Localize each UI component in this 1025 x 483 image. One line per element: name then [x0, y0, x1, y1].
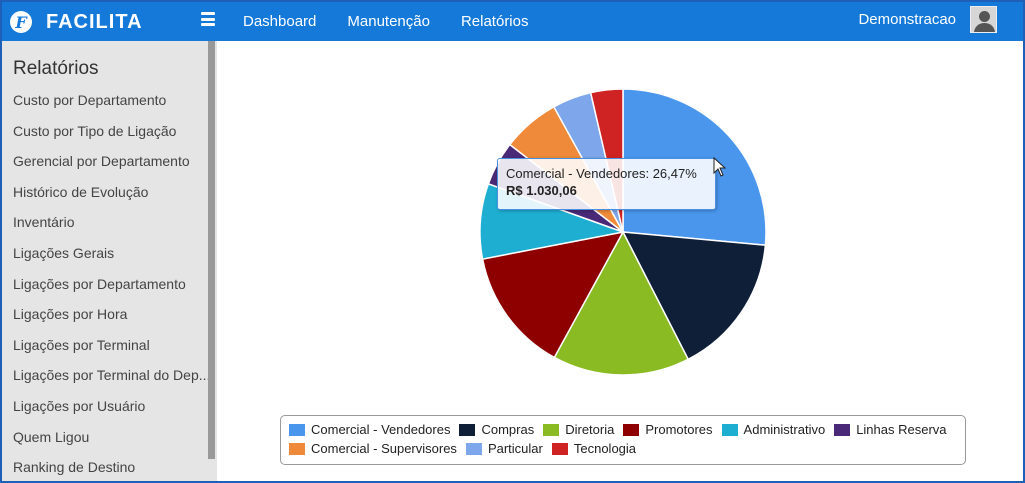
legend-swatch — [465, 442, 482, 455]
legend-swatch — [543, 423, 560, 436]
legend-label: Administrativo — [743, 422, 826, 437]
legend-item[interactable]: Comercial - Supervisores — [289, 441, 457, 456]
sidebar-item-ranking-destino[interactable]: Ranking de Destino — [13, 459, 136, 476]
legend-swatch — [289, 423, 305, 436]
sidebar-item-custo-tipo-ligacao[interactable]: Custo por Tipo de Ligação — [13, 122, 177, 139]
top-navbar: F FACILITA Dashboard Manutenção Relatóri… — [2, 2, 1023, 41]
chart-legend: Comercial - Vendedores Compras Diretoria Pr… — [280, 415, 966, 465]
user-name[interactable]: Demonstracao — [858, 11, 956, 28]
legend-swatch — [623, 423, 640, 436]
pie-slice-promotores[interactable] — [481, 230, 625, 359]
legend-label: Diretoria — [565, 422, 615, 437]
tooltip-value: R$ 1.030,06 — [506, 183, 577, 198]
tooltip-percent: 26,47% — [652, 166, 697, 181]
sidebar-item-quem-ligou[interactable]: Quem Ligou — [13, 428, 90, 445]
user-menu[interactable]: Demonstracao — [858, 6, 997, 33]
legend-swatch — [834, 423, 851, 436]
pie-slice-diretoria[interactable] — [553, 230, 690, 376]
logo-text: FACILITA — [46, 10, 143, 33]
logo[interactable]: F FACILITA — [10, 8, 143, 36]
tooltip-label: Comercial - Vendedores — [506, 166, 646, 181]
legend-item[interactable]: Administrativo — [721, 422, 826, 437]
pie-chart — [479, 88, 767, 376]
legend-label: Particular — [487, 441, 543, 456]
sidebar-item-ligacoes-usuario[interactable]: Ligações por Usuário — [13, 397, 146, 414]
legend-swatch — [721, 423, 738, 436]
mouse-cursor-icon — [713, 157, 727, 177]
legend-item[interactable]: Particular — [465, 441, 543, 456]
sidebar-item-ligacoes-gerais[interactable]: Ligações Gerais — [13, 244, 115, 261]
sidebar-item-historico-evolucao[interactable]: Histórico de Evolução — [13, 183, 149, 200]
chart-tooltip: Comercial - Vendedores: 26,47% R$ 1.030,… — [497, 158, 716, 210]
sidebar: Relatórios Custo por Departamento Custo … — [2, 41, 217, 481]
menu-toggle-icon[interactable] — [201, 12, 215, 26]
legend-item[interactable]: Comercial - Vendedores — [289, 422, 450, 437]
nav-manutencao[interactable]: Manutenção — [347, 13, 430, 30]
sidebar-item-ligacoes-terminal-dep[interactable]: Ligações por Terminal do Dep... — [13, 367, 211, 384]
legend-label: Tecnologia — [573, 441, 637, 456]
pie-slice-compras[interactable] — [621, 231, 767, 361]
sidebar-item-ligacoes-hora[interactable]: Ligações por Hora — [13, 306, 128, 323]
sidebar-menu: Custo por Departamento Custo por Tipo de… — [13, 92, 211, 481]
legend-item[interactable]: Compras — [459, 422, 534, 437]
sidebar-title: Relatórios — [13, 58, 99, 79]
nav-relatorios[interactable]: Relatórios — [460, 13, 529, 30]
main-nav: Dashboard Manutenção Relatórios — [243, 2, 528, 41]
legend-swatch — [551, 442, 568, 455]
legend-swatch — [289, 442, 305, 455]
legend-item[interactable]: Promotores — [623, 422, 713, 437]
sidebar-scrollbar[interactable] — [208, 41, 215, 459]
legend-item[interactable]: Diretoria — [543, 422, 614, 437]
legend-label: Comercial - Supervisores — [311, 441, 457, 456]
legend-label: Comercial - Vendedores — [311, 422, 451, 437]
nav-dashboard[interactable]: Dashboard — [243, 13, 317, 30]
logo-icon: F — [10, 11, 32, 33]
sidebar-item-ligacoes-departamento[interactable]: Ligações por Departamento — [13, 275, 186, 292]
legend-swatch — [459, 423, 476, 436]
sidebar-item-custo-departamento[interactable]: Custo por Departamento — [13, 92, 167, 108]
legend-item[interactable]: Tecnologia — [551, 441, 637, 456]
avatar[interactable] — [970, 6, 997, 33]
sidebar-item-ligacoes-terminal[interactable]: Ligações por Terminal — [13, 336, 150, 353]
legend-label: Compras — [481, 422, 535, 437]
main-content: Comercial - Vendedores: 26,47% R$ 1.030,… — [217, 41, 1023, 481]
legend-label: Linhas Reserva — [856, 422, 947, 437]
legend-label: Promotores — [645, 422, 713, 437]
legend-item[interactable]: Linhas Reserva — [834, 422, 947, 437]
sidebar-item-inventario[interactable]: Inventário — [13, 214, 75, 231]
sidebar-item-gerencial-departamento[interactable]: Gerencial por Departamento — [13, 153, 190, 170]
